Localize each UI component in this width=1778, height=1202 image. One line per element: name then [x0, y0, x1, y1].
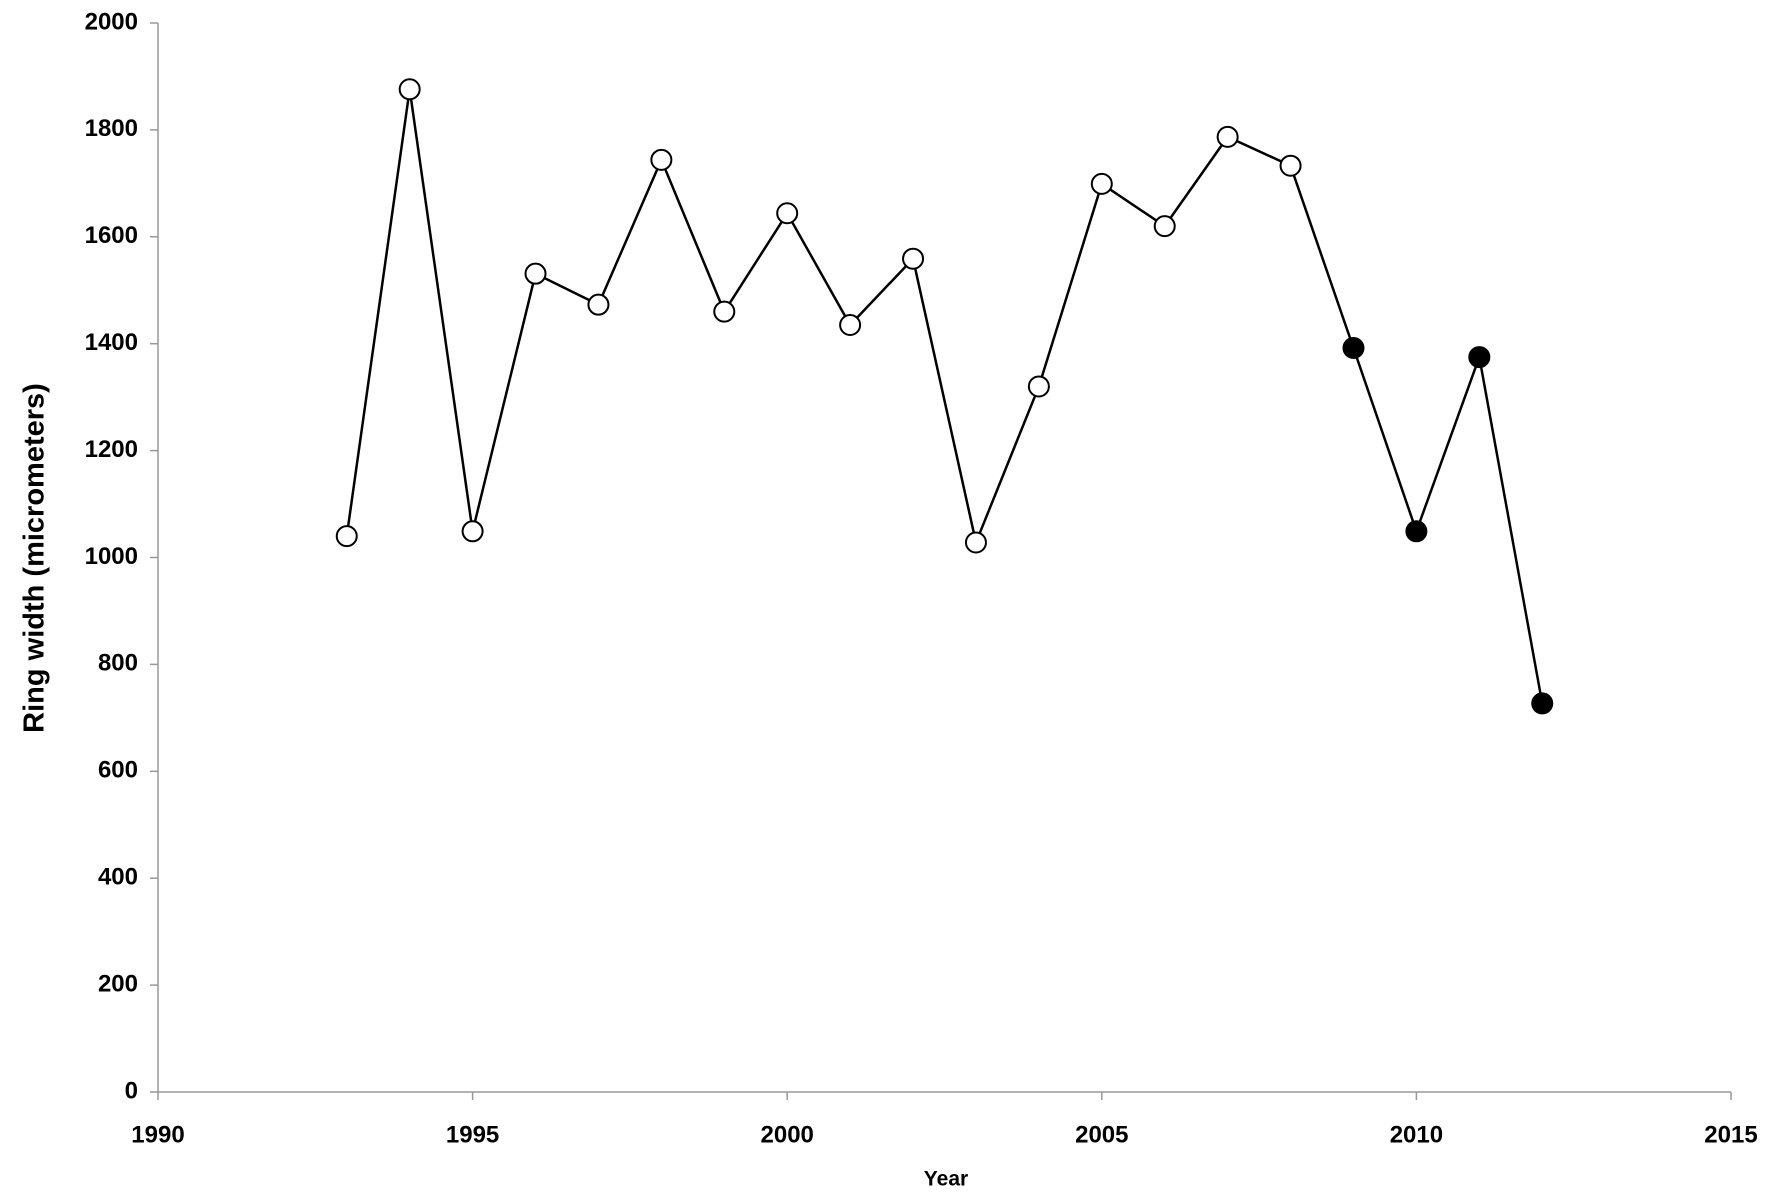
x-tick-label: 2015: [1704, 1121, 1757, 1148]
data-point: [461, 520, 484, 543]
data-point: [902, 247, 925, 270]
data-point: [1405, 520, 1428, 543]
data-point: [1468, 346, 1491, 369]
data-point: [713, 300, 736, 323]
y-tick-label: 1600: [85, 222, 138, 249]
data-point: [1027, 375, 1050, 398]
x-tick-label: 2010: [1390, 1121, 1443, 1148]
data-point: [776, 202, 799, 225]
data-point: [964, 531, 987, 554]
y-tick-label: 1400: [85, 329, 138, 356]
y-tick-label: 600: [98, 757, 138, 784]
data-point: [587, 293, 610, 316]
x-axis-title: Year: [924, 1168, 968, 1191]
data-point: [398, 78, 421, 101]
y-tick-label: 800: [98, 650, 138, 677]
x-tick-label: 1995: [446, 1121, 499, 1148]
y-axis-title: Ring width (micrometers): [19, 383, 51, 733]
y-tick-label: 200: [98, 970, 138, 997]
data-point: [1216, 125, 1239, 148]
y-tick-label: 400: [98, 864, 138, 891]
data-point: [1153, 215, 1176, 238]
data-point: [1279, 154, 1302, 177]
y-tick-label: 0: [125, 1077, 138, 1104]
data-point: [524, 262, 547, 285]
data-point: [1342, 336, 1365, 359]
x-tick-label: 2000: [761, 1121, 814, 1148]
y-tick-label: 1200: [85, 436, 138, 463]
x-tick-label: 2005: [1075, 1121, 1128, 1148]
data-point: [1531, 692, 1554, 715]
x-tick-label: 1990: [131, 1121, 184, 1148]
data-point: [1090, 172, 1113, 195]
y-tick-label: 1800: [85, 115, 138, 142]
data-point: [335, 525, 358, 548]
y-tick-label: 2000: [85, 8, 138, 35]
data-point: [839, 313, 862, 336]
data-point: [650, 148, 673, 171]
series-line: [345, 89, 1544, 704]
y-tick-label: 1000: [85, 543, 138, 570]
